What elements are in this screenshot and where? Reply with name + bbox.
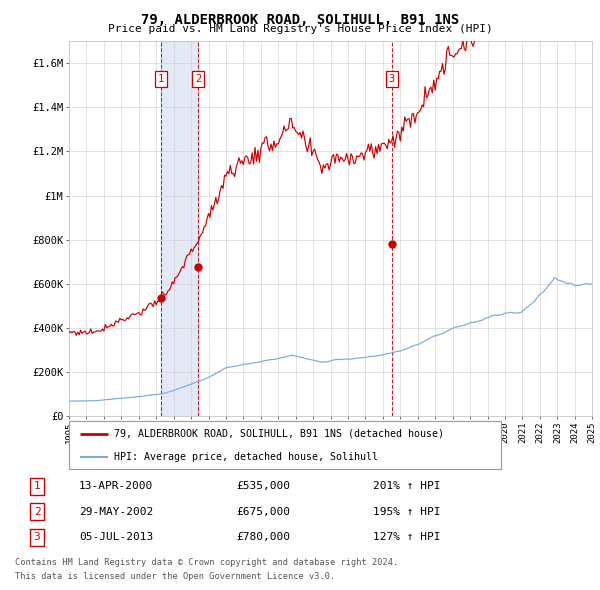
Bar — [161, 41, 198, 416]
Text: HPI: Average price, detached house, Solihull: HPI: Average price, detached house, Soli… — [115, 452, 379, 462]
Text: 79, ALDERBROOK ROAD, SOLIHULL, B91 1NS: 79, ALDERBROOK ROAD, SOLIHULL, B91 1NS — [141, 13, 459, 27]
Text: 29-MAY-2002: 29-MAY-2002 — [79, 507, 153, 517]
Text: This data is licensed under the Open Government Licence v3.0.: This data is licensed under the Open Gov… — [15, 572, 335, 581]
Text: Price paid vs. HM Land Registry's House Price Index (HPI): Price paid vs. HM Land Registry's House … — [107, 24, 493, 34]
Text: 195% ↑ HPI: 195% ↑ HPI — [373, 507, 440, 517]
Text: 1: 1 — [34, 481, 40, 491]
Text: 1: 1 — [158, 74, 164, 84]
Text: 3: 3 — [34, 532, 40, 542]
Text: £675,000: £675,000 — [236, 507, 290, 517]
Text: 3: 3 — [389, 74, 395, 84]
Text: £535,000: £535,000 — [236, 481, 290, 491]
Text: 127% ↑ HPI: 127% ↑ HPI — [373, 532, 440, 542]
Text: 79, ALDERBROOK ROAD, SOLIHULL, B91 1NS (detached house): 79, ALDERBROOK ROAD, SOLIHULL, B91 1NS (… — [115, 429, 445, 439]
Text: 2: 2 — [195, 74, 202, 84]
FancyBboxPatch shape — [69, 421, 501, 469]
Text: 201% ↑ HPI: 201% ↑ HPI — [373, 481, 440, 491]
Text: Contains HM Land Registry data © Crown copyright and database right 2024.: Contains HM Land Registry data © Crown c… — [15, 558, 398, 567]
Text: 05-JUL-2013: 05-JUL-2013 — [79, 532, 153, 542]
Text: 2: 2 — [34, 507, 40, 517]
Text: £780,000: £780,000 — [236, 532, 290, 542]
Text: 13-APR-2000: 13-APR-2000 — [79, 481, 153, 491]
